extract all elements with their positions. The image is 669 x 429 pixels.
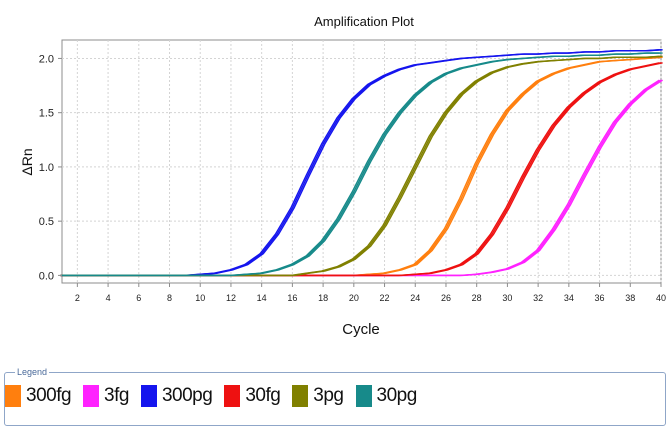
- legend-label: 3pg: [313, 385, 344, 406]
- legend-swatch: [292, 385, 309, 407]
- x-tick-label: 30: [502, 293, 512, 303]
- x-tick-label: 8: [167, 293, 172, 303]
- legend-label: 300pg: [161, 385, 213, 406]
- x-tick-label: 14: [257, 293, 267, 303]
- x-tick-label: 20: [349, 293, 359, 303]
- legend-item-3fg[interactable]: 3fg: [83, 385, 129, 407]
- legend-item-30fg[interactable]: 30fg: [224, 385, 281, 407]
- x-tick-label: 4: [106, 293, 111, 303]
- x-tick-label: 10: [195, 293, 205, 303]
- series-lines: [60, 49, 663, 277]
- legend-swatch: [355, 385, 372, 407]
- legend-label: 300fg: [26, 385, 72, 406]
- y-tick-label: 1.0: [39, 162, 54, 174]
- legend-item-300pg[interactable]: 300pg: [140, 385, 213, 407]
- y-axis-label: ΔRn: [19, 148, 35, 175]
- x-axis-label: Cycle: [342, 321, 380, 338]
- legend-label: 30pg: [376, 385, 418, 406]
- series-30pg-line: [60, 52, 663, 277]
- x-tick-label: 26: [441, 293, 451, 303]
- y-tick-label: 0.0: [39, 270, 54, 282]
- y-tick-label: 0.5: [39, 216, 54, 228]
- x-tick-label: 12: [226, 293, 236, 303]
- y-tick-label: 1.5: [39, 108, 54, 120]
- legend-swatch: [83, 385, 100, 407]
- chart-title: Amplification Plot: [314, 14, 414, 29]
- x-tick-label: 6: [136, 293, 141, 303]
- legend-label: 3fg: [104, 385, 129, 406]
- x-tick-label: 22: [380, 293, 390, 303]
- series-trace: [63, 52, 663, 277]
- legend-panel: Legend 300fg 3fg 300pg 30fg 3pg 30pg: [4, 366, 666, 426]
- x-tick-label: 18: [318, 293, 328, 303]
- amplification-chart: Amplification Plot 2 4 6 8 10 12 14 16 18 20 22 24 2…: [19, 14, 666, 338]
- legend-swatch: [224, 385, 241, 407]
- legend-item-30pg[interactable]: 30pg: [355, 385, 418, 407]
- legend-item-300fg[interactable]: 300fg: [5, 385, 72, 407]
- chart-svg: Amplification Plot 2 4 6 8 10 12 14 16 18 20 22 24 2…: [19, 14, 666, 338]
- x-tick-label: 36: [595, 293, 605, 303]
- x-tick-label: 40: [656, 293, 666, 303]
- x-tick-label: 34: [564, 293, 574, 303]
- x-tick-label: 32: [533, 293, 543, 303]
- legend-title: Legend: [15, 366, 50, 378]
- legend-swatch: [140, 385, 157, 407]
- x-tick-label: 2: [75, 293, 80, 303]
- x-tick-label: 16: [287, 293, 297, 303]
- legend-swatch: [5, 385, 21, 407]
- y-axis-ticks: 0.0 0.5 1.0 1.5 2.0: [39, 53, 62, 282]
- y-tick-label: 2.0: [39, 53, 54, 65]
- x-axis-ticks: 2 4 6 8 10 12 14 16 18 20 22 24 26 28 30 32 34 36 38 40: [75, 283, 666, 303]
- legend-label: 30fg: [245, 385, 281, 406]
- plot-background: [61, 39, 662, 284]
- legend-items: 300fg 3fg 300pg 30fg 3pg 30pg: [5, 382, 429, 410]
- x-tick-label: 38: [625, 293, 635, 303]
- x-tick-label: 28: [472, 293, 482, 303]
- x-tick-label: 24: [410, 293, 420, 303]
- legend-item-3pg[interactable]: 3pg: [292, 385, 344, 407]
